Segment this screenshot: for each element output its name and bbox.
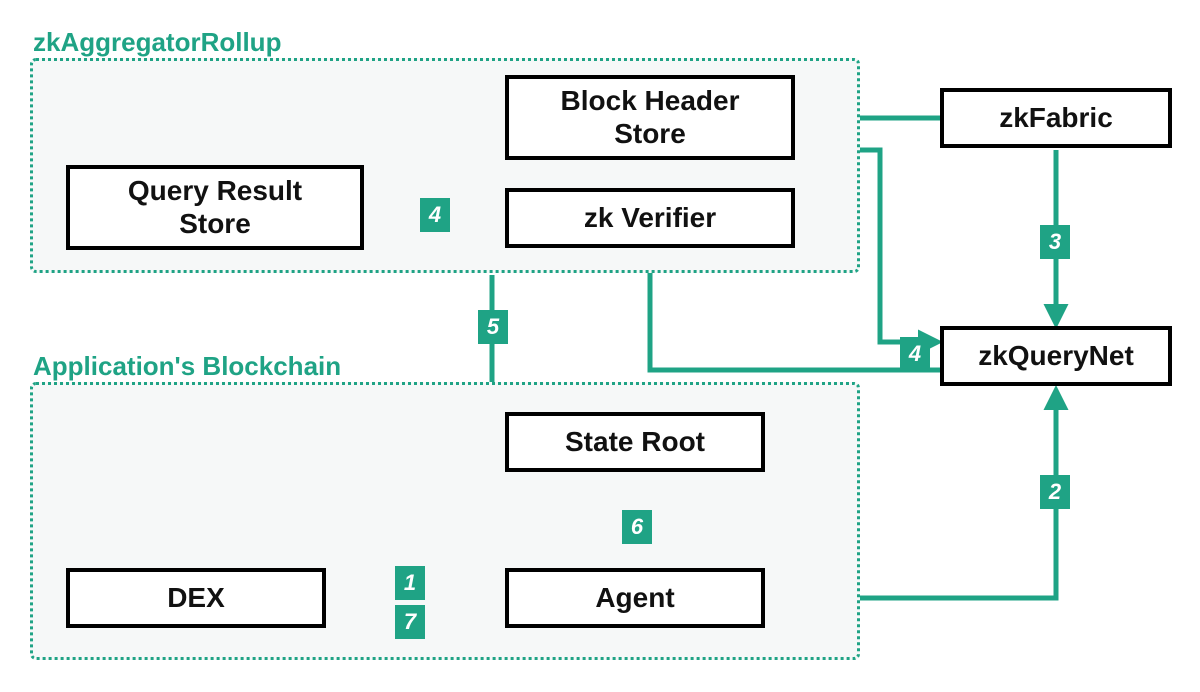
node-agent: Agent xyxy=(505,568,765,628)
node-stateroot: State Root xyxy=(505,412,765,472)
container-label-appchain: Application's Blockchain xyxy=(33,351,341,382)
edge-label-e_qnet_verifier: 4 xyxy=(900,337,930,371)
edge-label-e_verifier_sr: 5 xyxy=(478,310,508,344)
edge-label-e_verifier_qrs: 4 xyxy=(420,198,450,232)
edge-label-e_agent_dex: 7 xyxy=(395,605,425,639)
node-dex: DEX xyxy=(66,568,326,628)
node-bhs: Block HeaderStore xyxy=(505,75,795,160)
edge-label-e_dex_agent: 1 xyxy=(395,566,425,600)
node-qrs: Query ResultStore xyxy=(66,165,364,250)
edge-label-e_fabric_qnet: 3 xyxy=(1040,225,1070,259)
node-zkqnet: zkQueryNet xyxy=(940,326,1172,386)
node-zkverifier: zk Verifier xyxy=(505,188,795,248)
edge-label-e_agent_qnet: 2 xyxy=(1040,475,1070,509)
container-label-rollup: zkAggregatorRollup xyxy=(33,27,281,58)
node-zkfabric: zkFabric xyxy=(940,88,1172,148)
edge-label-e_agent_sr: 6 xyxy=(622,510,652,544)
